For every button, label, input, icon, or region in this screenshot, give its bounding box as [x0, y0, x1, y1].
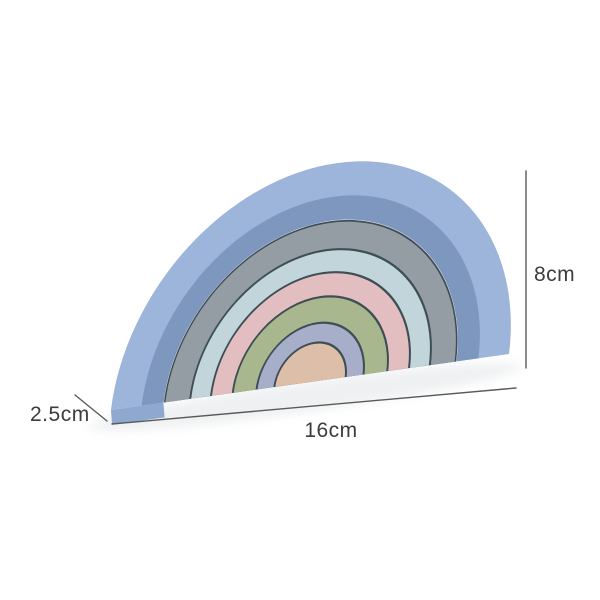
depth-dimension-line [74, 394, 108, 422]
arc-light-blue [191, 250, 430, 399]
arc-green [233, 297, 387, 393]
arc-pink [211, 273, 409, 396]
width-dimension-label: 16cm [304, 419, 357, 442]
toy-side-face [110, 402, 165, 425]
ground-shadow [89, 363, 521, 431]
dimension-annotations: 8cm 16cm 2.5cm [30, 170, 575, 442]
arc-gray [165, 221, 456, 403]
arc-beige [275, 343, 345, 387]
width-dimension-line [111, 387, 517, 425]
height-dimension-label: 8cm [534, 263, 575, 286]
rainbow-stacker-toy [110, 161, 511, 425]
depth-dimension-label: 2.5cm [30, 403, 90, 426]
arc-lavender [257, 323, 363, 390]
